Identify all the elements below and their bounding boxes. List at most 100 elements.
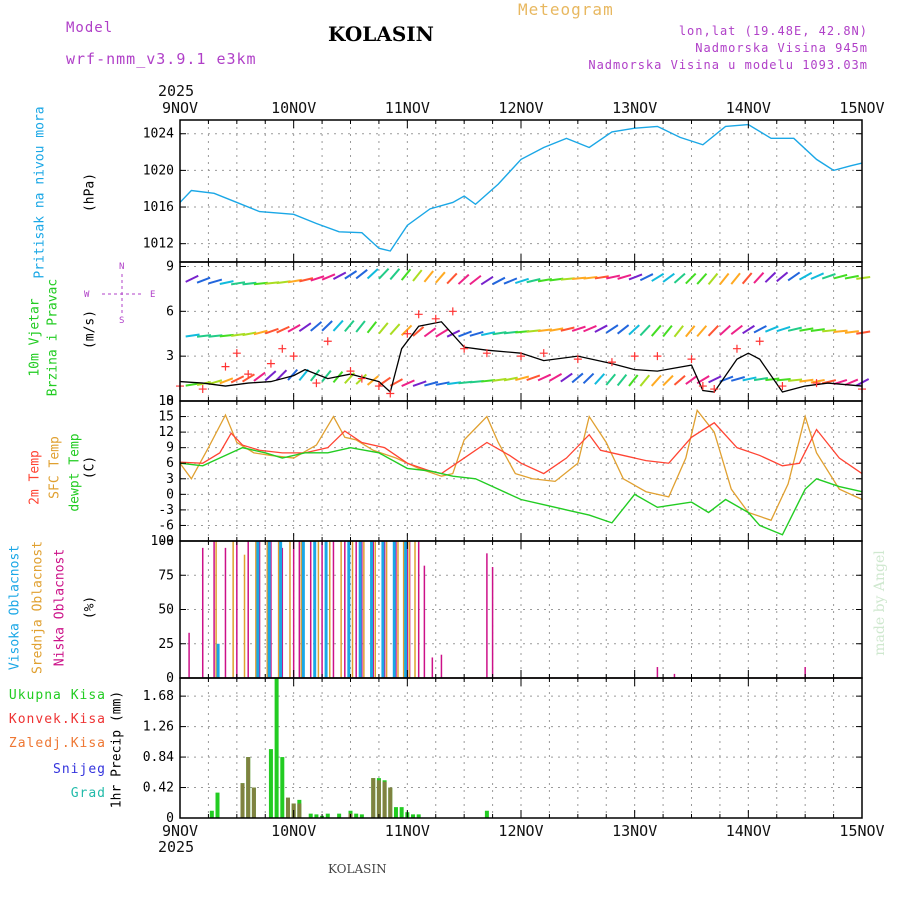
y-tick-label: 0 [166,671,174,686]
wind-gust-marker [414,310,423,319]
date-label-bottom: 11NOV [385,822,430,840]
wind-barb [185,333,200,338]
wind-barb [355,320,366,333]
precip-total-bar [325,813,330,818]
wind-barb [571,372,584,384]
wind-barb [742,324,755,335]
wind-barb [537,277,553,283]
wind-gust-marker [221,362,230,371]
wind-barb [434,271,446,284]
wind-barb [571,325,586,332]
wind-barb [765,377,780,382]
wind-barb [526,278,541,284]
date-label-bottom: 10NOV [271,822,316,840]
wind-barb [639,374,651,387]
legend-snijeg: Snijeg [53,762,106,777]
wind-barb [844,330,859,334]
wind-barb [856,275,871,280]
wind-gust-marker [289,352,298,361]
wind-gust-marker [482,349,491,358]
wind-gust-marker [698,382,707,391]
wind-barb [298,322,312,333]
compass-arrows-icon [102,274,142,314]
footer-station: KOLASIN [328,862,387,876]
precip-convective-bar [371,778,376,818]
wind-barb [309,369,321,382]
y-tick-label: 15 [158,410,174,425]
y-tick-label: 0 [166,811,174,826]
precip-total-bar [215,792,220,818]
wind-gust-marker [278,344,287,353]
wind-barb [412,380,427,387]
wind-gust-marker [653,352,662,361]
wind-barb [662,272,675,283]
y-tick-label: 0 [166,394,174,409]
model-name: wrf-nmm_v3.9.1 e3km [66,50,257,68]
wind-barb [332,319,344,332]
precip-total-bar [411,814,416,818]
y-tick-label: 6 [166,304,174,319]
y-tick-label: 3 [166,472,174,487]
wind-barb [844,274,859,280]
wind-barb [401,379,415,387]
wind-barb [537,328,553,333]
wind-barb [242,331,257,337]
grid-layer [180,120,862,819]
y-tick-label: 1.68 [143,689,174,704]
station-title: KOLASIN [328,22,434,46]
compass-e: E [150,290,156,300]
wind-barb [389,323,401,336]
wind-barb [310,321,323,332]
wind-barb [219,280,234,286]
wind-barb [344,270,358,280]
date-label-top: 12NOV [498,99,543,117]
wind-barb [366,321,378,334]
wind-gust-marker [710,385,719,394]
legend-konvek: Konvek.Kisa [8,712,106,727]
wind-barb [253,371,266,382]
wind-barb [685,325,696,338]
wind-barb [481,331,496,337]
wind-barb [275,369,288,381]
wind-barb [400,268,412,281]
y-tick-label: 0.42 [143,781,174,796]
wind-gust-marker [755,337,764,346]
y-tick-label: 0 [166,487,174,502]
wind-barb [332,271,347,280]
wind-barb [583,325,597,333]
date-label-top: 9NOV [162,99,198,117]
wind-barb [605,373,617,386]
precip-total-bar [280,757,285,818]
precip-convective-bar [251,787,256,818]
wind-gust-marker [374,382,383,391]
y-tick-label: 1012 [143,237,174,252]
wind-barb [731,376,746,382]
y-tick-label: 3 [166,349,174,364]
wind-barb [412,326,425,337]
y-tick-label: -3 [158,503,174,518]
wind-gust-marker [539,349,548,358]
wind-barb [822,328,837,333]
wind-gust-marker [460,344,469,353]
wind-barb [423,270,434,283]
wind-barb [299,277,314,283]
wind-barb [776,271,789,283]
wind-gust-marker [607,358,616,367]
wind-gust-marker [357,374,366,383]
wind-barb [287,278,302,284]
wind-barb [321,320,333,332]
sfc-temp-line [179,408,863,522]
precip-convective-bar [285,797,290,818]
wind-gust-marker [431,314,440,323]
wind-barb [230,375,245,384]
wind-barb [616,374,628,387]
precip-total-bar [416,814,421,818]
wind-gust-marker [198,385,207,394]
wind-barb [457,273,470,285]
precip-convective-bar [246,757,251,818]
date-label-top: 10NOV [271,99,316,117]
wind-barb [810,272,825,280]
y-tick-label: 1016 [143,200,174,215]
wind-barb [719,324,731,336]
wind-barb [264,327,279,335]
